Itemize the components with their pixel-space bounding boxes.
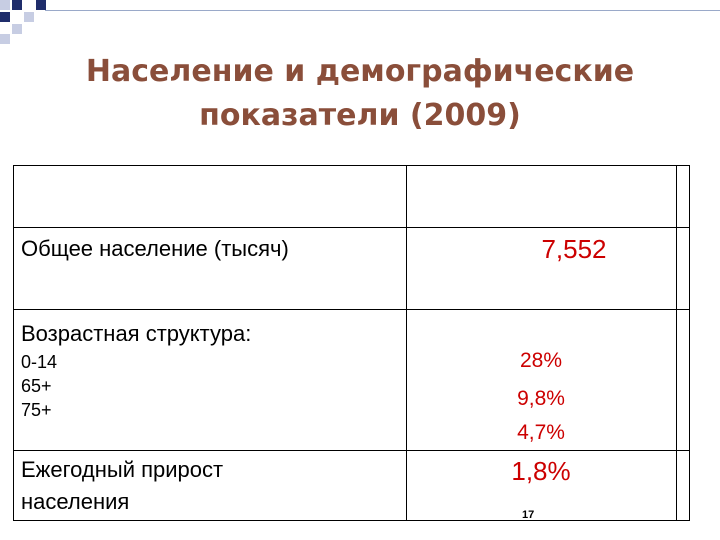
row-label-total-population: Общее население (тысяч) [21,236,289,261]
row-divider [14,227,689,228]
column-divider-right [676,166,677,520]
age-group-value: 28% [519,349,563,372]
age-group-value: 9,8% [517,387,565,410]
row-label-age-structure: Возрастная структура: [21,321,252,346]
demographics-table: Общее население (тысяч) 7,552 Возрастная… [13,165,690,521]
row-divider [14,309,689,310]
row-divider [14,450,689,451]
slide-title: Население и демографические показатели (… [0,50,720,138]
row-value-annual-growth: 1,8% [511,456,571,486]
row-value-total-population: 7,552 [541,234,607,264]
corner-decoration-icon [0,0,46,44]
age-group-label: 65+ [21,376,52,396]
page-number: 17 [522,509,535,521]
title-line-1: Население и демографические [85,54,635,89]
top-divider [45,10,720,11]
title-line-2: показатели (2009) [199,98,521,133]
age-group-value: 4,7% [517,421,565,444]
row-label-annual-growth: Ежегодный прирост [21,457,224,482]
age-group-label: 75+ [21,400,52,420]
column-divider [406,166,407,520]
row-label-annual-growth-line2: населения [21,489,130,514]
age-group-label: 0-14 [21,352,58,372]
